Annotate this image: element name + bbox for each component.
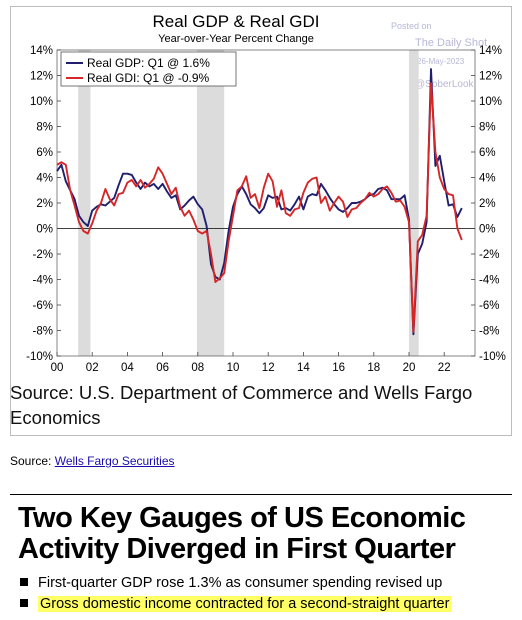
chart-frame: Real GDP & Real GDI Year-over-Year Perce… bbox=[10, 6, 512, 436]
y-tick-label-left: -8% bbox=[33, 326, 53, 338]
y-tick-label-right: -8% bbox=[479, 326, 499, 338]
y-tick-label-left: 8% bbox=[36, 122, 53, 134]
x-tick-label: 14 bbox=[297, 362, 310, 374]
bullet-square-icon bbox=[20, 578, 28, 586]
y-tick-label-left: -10% bbox=[26, 351, 53, 363]
y-tick-label-left: 12% bbox=[30, 71, 53, 83]
y-tick-label-right: -6% bbox=[479, 300, 499, 312]
headline-title: Two Key Gauges of US Economic Activity D… bbox=[18, 502, 466, 565]
x-tick-label: 12 bbox=[262, 362, 275, 374]
x-tick-label: 06 bbox=[156, 362, 169, 374]
chart-source-note: Source: U.S. Department of Commerce and … bbox=[10, 382, 473, 428]
y-tick-label-left: 4% bbox=[36, 173, 53, 185]
x-tick-label: 00 bbox=[51, 362, 64, 374]
legend-box bbox=[60, 51, 237, 87]
y-tick-label-right: 4% bbox=[479, 173, 496, 185]
y-tick-label-right: -2% bbox=[479, 249, 499, 261]
recession-band-0 bbox=[78, 50, 91, 356]
x-tick-label: 04 bbox=[121, 362, 134, 374]
x-tick-label: 18 bbox=[367, 362, 380, 374]
recession-bands bbox=[78, 50, 419, 356]
tick-labels: -10% -10% -8% -8% -6% -6% -4% -4% -2% -2% 0% 0% 2% 2%… bbox=[26, 45, 506, 374]
legend-label-gdp: Real GDP: Q1 @ 1.6% bbox=[87, 56, 210, 70]
bullet-square-icon bbox=[20, 599, 28, 607]
watermark-posted-on: Posted on bbox=[391, 21, 432, 31]
y-tick-label-right: -10% bbox=[479, 351, 506, 363]
watermark-handle: @SoberLook bbox=[415, 79, 475, 90]
plot-axes bbox=[56, 49, 476, 357]
chart-title: Real GDP & Real GDI bbox=[153, 12, 320, 31]
bullet-text-highlighted: Gross domestic income contracted for a s… bbox=[38, 596, 452, 612]
y-tick-label-left: -4% bbox=[33, 275, 53, 287]
x-tick-label: 20 bbox=[403, 362, 416, 374]
watermark: Posted on The Daily Shot 26-May-2023 @So… bbox=[391, 21, 487, 90]
recession-band-1 bbox=[196, 50, 225, 356]
y-tick-label-left: 14% bbox=[30, 45, 53, 57]
bullet-text: First-quarter GDP rose 1.3% as consumer … bbox=[38, 575, 443, 591]
x-tick-label: 10 bbox=[227, 362, 240, 374]
y-tick-label-right: 8% bbox=[479, 122, 496, 134]
source-link[interactable]: Wells Fargo Securities bbox=[54, 454, 175, 468]
x-tick-label: 16 bbox=[332, 362, 345, 374]
y-tick-label-left: 2% bbox=[36, 198, 53, 210]
watermark-date: 26-May-2023 bbox=[417, 57, 465, 66]
source-label: Source: bbox=[10, 454, 55, 468]
y-tick-label-left: 0% bbox=[36, 224, 53, 236]
series-line-gdi bbox=[56, 82, 463, 333]
y-tick-label-right: -4% bbox=[479, 275, 499, 287]
x-tick-label: 02 bbox=[86, 362, 99, 374]
y-tick-label-left: -6% bbox=[33, 300, 53, 312]
y-tick-label-right: 2% bbox=[479, 198, 496, 210]
legend: Real GDP: Q1 @ 1.6% Real GDI: Q1 @ -0.9% bbox=[60, 51, 237, 87]
y-tick-label-right: 6% bbox=[479, 147, 496, 159]
y-tick-label-right: 14% bbox=[479, 45, 502, 57]
y-tick-label-left: 10% bbox=[30, 96, 53, 108]
x-tick-label: 22 bbox=[438, 362, 451, 374]
watermark-site: The Daily Shot bbox=[415, 37, 487, 49]
y-tick-label-left: 6% bbox=[36, 147, 53, 159]
chart-subtitle: Year-over-Year Percent Change bbox=[158, 33, 314, 45]
y-tick-label-right: 12% bbox=[479, 71, 502, 83]
headline-block: Two Key Gauges of US Economic Activity D… bbox=[10, 494, 512, 620]
bullet-item: Gross domestic income contracted for a s… bbox=[20, 594, 452, 615]
series-lines bbox=[56, 68, 463, 336]
y-tick-label-left: -2% bbox=[33, 249, 53, 261]
recession-band-2 bbox=[409, 50, 419, 356]
legend-label-gdi: Real GDI: Q1 @ -0.9% bbox=[87, 71, 210, 85]
gdp-gdi-chart: Real GDP & Real GDI Year-over-Year Perce… bbox=[26, 12, 506, 374]
bullet-item: First-quarter GDP rose 1.3% as consumer … bbox=[20, 573, 451, 594]
x-tick-label: 08 bbox=[191, 362, 204, 374]
headline-bullets: First-quarter GDP rose 1.3% as consumer … bbox=[20, 573, 452, 615]
source-line: Source: Wells Fargo Securities bbox=[10, 454, 175, 468]
y-tick-label-right: 10% bbox=[479, 96, 502, 108]
y-tick-label-right: 0% bbox=[479, 224, 496, 236]
